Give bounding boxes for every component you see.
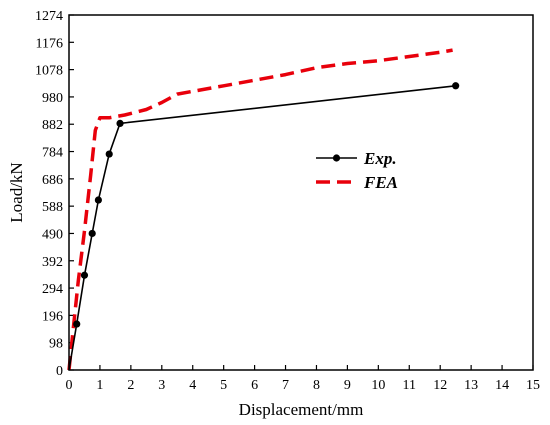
- y-tick-label: 588: [42, 200, 63, 215]
- x-tick-label: 10: [371, 378, 385, 393]
- x-tick-label: 11: [403, 378, 416, 393]
- y-tick-label: 1274: [35, 9, 63, 24]
- x-tick-label: 13: [464, 378, 478, 393]
- x-tick-label: 3: [158, 378, 165, 393]
- x-axis-ticks: 0 1 2 3 4 5 6 7 8 9 10 11 12 13 14 15: [66, 365, 540, 393]
- x-tick-label: 15: [526, 378, 540, 393]
- y-tick-label: 0: [56, 364, 63, 379]
- data-point-exp: [88, 229, 96, 238]
- y-tick-label: 686: [42, 173, 63, 188]
- x-tick-label: 5: [220, 378, 227, 393]
- x-tick-label: 8: [313, 378, 320, 393]
- x-tick-label: 9: [344, 378, 351, 393]
- data-point-exp: [94, 196, 102, 204]
- data-point-exp: [116, 119, 124, 127]
- x-tick-label: 0: [66, 378, 73, 393]
- x-tick-label: 6: [251, 378, 258, 393]
- x-tick-label: 4: [189, 378, 196, 393]
- y-tick-label: 1078: [35, 64, 63, 79]
- x-tick-label: 14: [495, 378, 509, 393]
- y-tick-label: 392: [42, 255, 63, 270]
- y-tick-label: 1176: [36, 36, 63, 51]
- series-line-exp: [68, 85, 456, 371]
- plot-frame: [68, 14, 534, 371]
- data-point-exp: [73, 320, 81, 328]
- x-tick-label: 7: [282, 378, 289, 393]
- legend-label-exp: Exp.: [363, 149, 397, 168]
- x-tick-label: 2: [127, 378, 134, 393]
- series-line-fea: [67, 48, 453, 371]
- x-axis-label: Displacement/mm: [239, 400, 364, 419]
- y-tick-label: 196: [42, 309, 63, 324]
- legend-label-fea: FEA: [363, 173, 398, 192]
- x-tick-label: 1: [96, 378, 103, 393]
- y-tick-label: 980: [42, 91, 63, 106]
- y-axis-label: Load/kN: [7, 162, 26, 222]
- legend-marker-exp: [332, 154, 341, 162]
- series-layer: [67, 48, 460, 371]
- y-tick-label: 784: [42, 146, 63, 161]
- y-tick-label: 490: [42, 227, 63, 242]
- y-axis-ticks: 0 98 196 294 392 490 588 686 784 882 980 1078 1176 12…: [35, 9, 74, 379]
- data-point-exp: [105, 150, 113, 158]
- legend: Exp. FEA: [316, 149, 398, 192]
- data-point-exp: [452, 82, 460, 90]
- y-tick-label: 882: [42, 118, 63, 133]
- x-tick-label: 12: [433, 378, 447, 393]
- y-tick-label: 294: [42, 282, 63, 297]
- data-point-exp: [80, 271, 89, 279]
- y-tick-label: 98: [49, 337, 63, 352]
